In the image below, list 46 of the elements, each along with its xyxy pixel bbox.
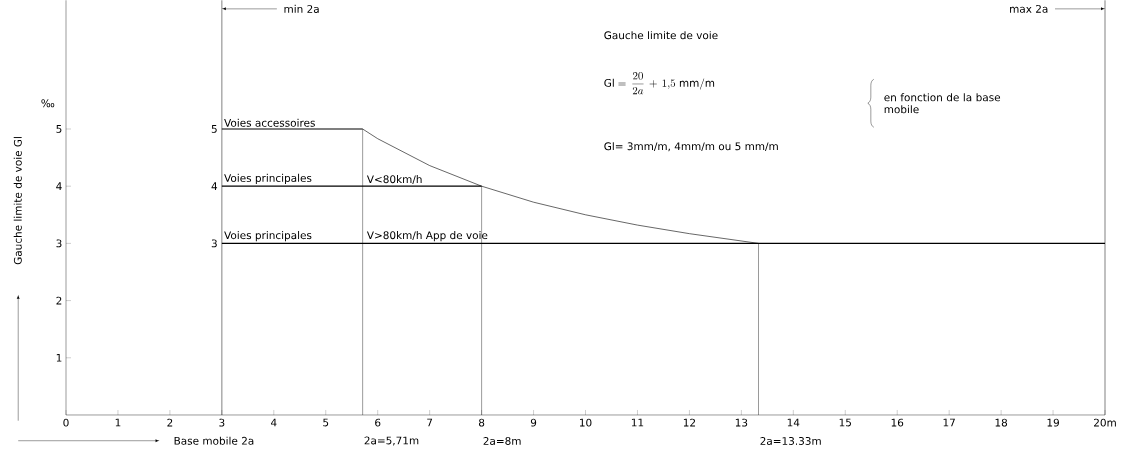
x-tick-label: 12	[683, 418, 696, 427]
x-tick-label: 4	[271, 418, 277, 427]
x-tick-label: 17	[943, 418, 955, 427]
annotation: $\mathrm{Gl}=\,\frac{20}{2a}\,+\,1{,}5\ \mathrm{mm/m}$	[604, 72, 715, 95]
data-label: 3	[211, 239, 217, 248]
series-label: Voies principales	[224, 173, 312, 184]
x-tick-label: 18	[995, 418, 1008, 427]
x-tick-label: 11	[631, 418, 644, 427]
annotation: Gl= 3mm/m, 4mm/m ou 5 mm/m	[604, 142, 778, 152]
annotation: en fonction de la base mobile	[884, 93, 1001, 114]
ref-line-label: max 2a	[1010, 4, 1048, 13]
y-tick-label: 5	[56, 125, 62, 133]
series-label: Voies accessoires	[224, 118, 315, 127]
data-label: 4	[211, 182, 218, 190]
annotation: V<80km/h	[366, 175, 422, 184]
ref-line-label: min 2a	[284, 4, 319, 13]
x-tick-label: 5	[323, 418, 329, 427]
x-tick-label: 0	[63, 418, 69, 427]
x-tick-label: 14	[787, 418, 800, 427]
y-tick-label: 3	[56, 239, 62, 248]
data-label: 5	[211, 125, 217, 133]
x-tick-label: 13	[735, 418, 748, 427]
y-axis-title: Gauche limite de voie Gl	[13, 137, 22, 265]
text: 2a=13.33m	[760, 437, 821, 445]
y-tick-label: 2	[56, 296, 62, 305]
x-tick-label: 9	[530, 418, 537, 427]
x-axis-title: Base mobile 2a	[174, 436, 254, 445]
y-tick-label: 1	[56, 353, 62, 362]
annotation: Gauche limite de voie	[604, 31, 718, 40]
x-tick-label: 10	[580, 418, 592, 427]
x-tick-label: 6	[375, 418, 381, 427]
x-tick-label: 7	[427, 418, 433, 427]
series-label: Voies principales	[224, 231, 312, 242]
annotation: V>80km/h App de voie	[366, 231, 488, 242]
x-tick-label: 3	[219, 418, 225, 427]
text: 2a=8m	[483, 437, 521, 445]
x-tick-label: 1	[115, 418, 121, 427]
x-tick-label: 19	[1047, 418, 1059, 427]
text: 2a=5,71m	[364, 436, 419, 446]
x-tick-label: 15	[839, 418, 851, 427]
x-tick-label: 20m	[1094, 418, 1116, 427]
y-tick-label: 4	[56, 182, 62, 190]
x-tick-label: 8	[478, 418, 485, 427]
x-tick-label: 16	[891, 418, 904, 427]
x-tick-label: 2	[167, 418, 173, 427]
text: ‰	[41, 99, 55, 108]
